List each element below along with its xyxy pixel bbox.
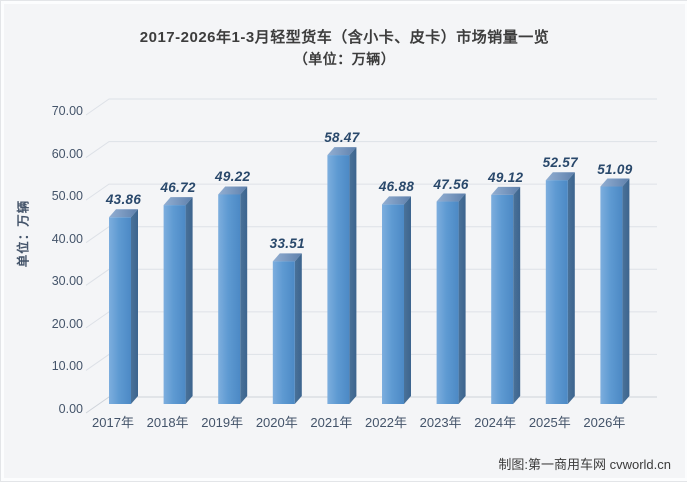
bar (491, 186, 521, 404)
y-tick-label: 40.00 (51, 231, 83, 246)
chart-title: 2017-2026年1-3月轻型货车（含小卡、皮卡）市场销量一览 （单位：万辆） (1, 27, 687, 69)
credit-text: 制图:第一商用车网 cvworld.cn (498, 457, 671, 472)
bar-top-face (163, 197, 193, 206)
bar-side-face (185, 197, 193, 404)
y-tick-label: 50.00 (51, 189, 83, 204)
y-tick-label: 20.00 (51, 316, 83, 331)
bar-front-face (163, 205, 186, 404)
bar (218, 186, 248, 404)
x-axis-label: 2026年 (583, 415, 626, 430)
bar-value-label: 43.86 (105, 192, 142, 208)
bar-top-face (545, 172, 575, 181)
y-tick-label: 10.00 (51, 359, 83, 374)
bar-side-face (349, 147, 357, 405)
bar-side-face (622, 178, 630, 404)
bar-value-label: 52.57 (542, 155, 578, 171)
bar (163, 197, 193, 404)
x-axis-label: 2023年 (419, 415, 462, 430)
gridline (85, 311, 657, 329)
bar-side-face (404, 196, 411, 404)
bar (327, 147, 357, 405)
bar-side-face (567, 172, 575, 404)
y-tick-label: 60.00 (51, 146, 83, 161)
bar-side-face (131, 209, 138, 404)
bar-side-face (458, 193, 466, 404)
bar-side-face (240, 186, 248, 404)
bar-side-face (294, 253, 302, 404)
bar-top-face (327, 147, 357, 156)
y-tick-label: 0.00 (58, 402, 83, 416)
x-axis-label: 2021年 (310, 415, 353, 430)
bar-top-face (218, 186, 248, 195)
x-axis-label: 2018年 (146, 415, 189, 430)
bar-value-label: 58.47 (324, 130, 360, 146)
x-axis-label: 2020年 (255, 415, 298, 430)
bar-top-face (600, 178, 630, 187)
gridline (85, 98, 657, 116)
bar-value-label: 47.56 (433, 176, 469, 192)
bar (382, 196, 411, 404)
bar-top-face (272, 253, 302, 262)
bar-front-face (272, 261, 295, 404)
x-axis-label: 2025年 (528, 415, 571, 430)
bar (436, 193, 466, 404)
bar-front-face (109, 217, 131, 404)
bar-front-face (218, 194, 241, 404)
gridline (85, 268, 657, 286)
bar-front-face (545, 180, 568, 404)
x-axis-label: 2017年 (92, 415, 134, 430)
bar-top-face (436, 193, 466, 202)
chart-title-line2: （单位：万辆） (293, 51, 396, 67)
bar (272, 253, 302, 404)
bar-value-label: 49.22 (215, 169, 251, 185)
x-axis-label: 2019年 (201, 415, 244, 430)
bar-value-label: 33.51 (269, 236, 305, 252)
gridline (85, 226, 657, 244)
x-axis-label: 2022年 (365, 415, 407, 430)
x-axis-label: 2024年 (474, 415, 517, 430)
bar-front-face (600, 186, 623, 404)
bar-top-face (382, 196, 411, 205)
bar-front-face (327, 155, 350, 404)
gridline (85, 396, 657, 414)
bar (545, 172, 575, 404)
bar-side-face (513, 186, 521, 404)
bar-front-face (382, 204, 404, 404)
bar-value-label: 46.72 (160, 180, 196, 196)
y-tick-label: 30.00 (51, 274, 83, 289)
bar-value-label: 51.09 (597, 161, 633, 177)
chart-title-line1: 2017-2026年1-3月轻型货车（含小卡、皮卡）市场销量一览 (139, 29, 550, 46)
y-tick-label: 70.00 (51, 104, 83, 118)
bar-value-label: 49.12 (488, 169, 524, 185)
bar-top-face (109, 209, 138, 218)
bar (600, 178, 630, 404)
bar-front-face (491, 194, 514, 404)
bar-top-face (491, 186, 521, 195)
bar (109, 209, 138, 404)
bar-front-face (436, 201, 459, 404)
bar-value-label: 46.88 (378, 179, 415, 195)
gridline (85, 353, 657, 371)
